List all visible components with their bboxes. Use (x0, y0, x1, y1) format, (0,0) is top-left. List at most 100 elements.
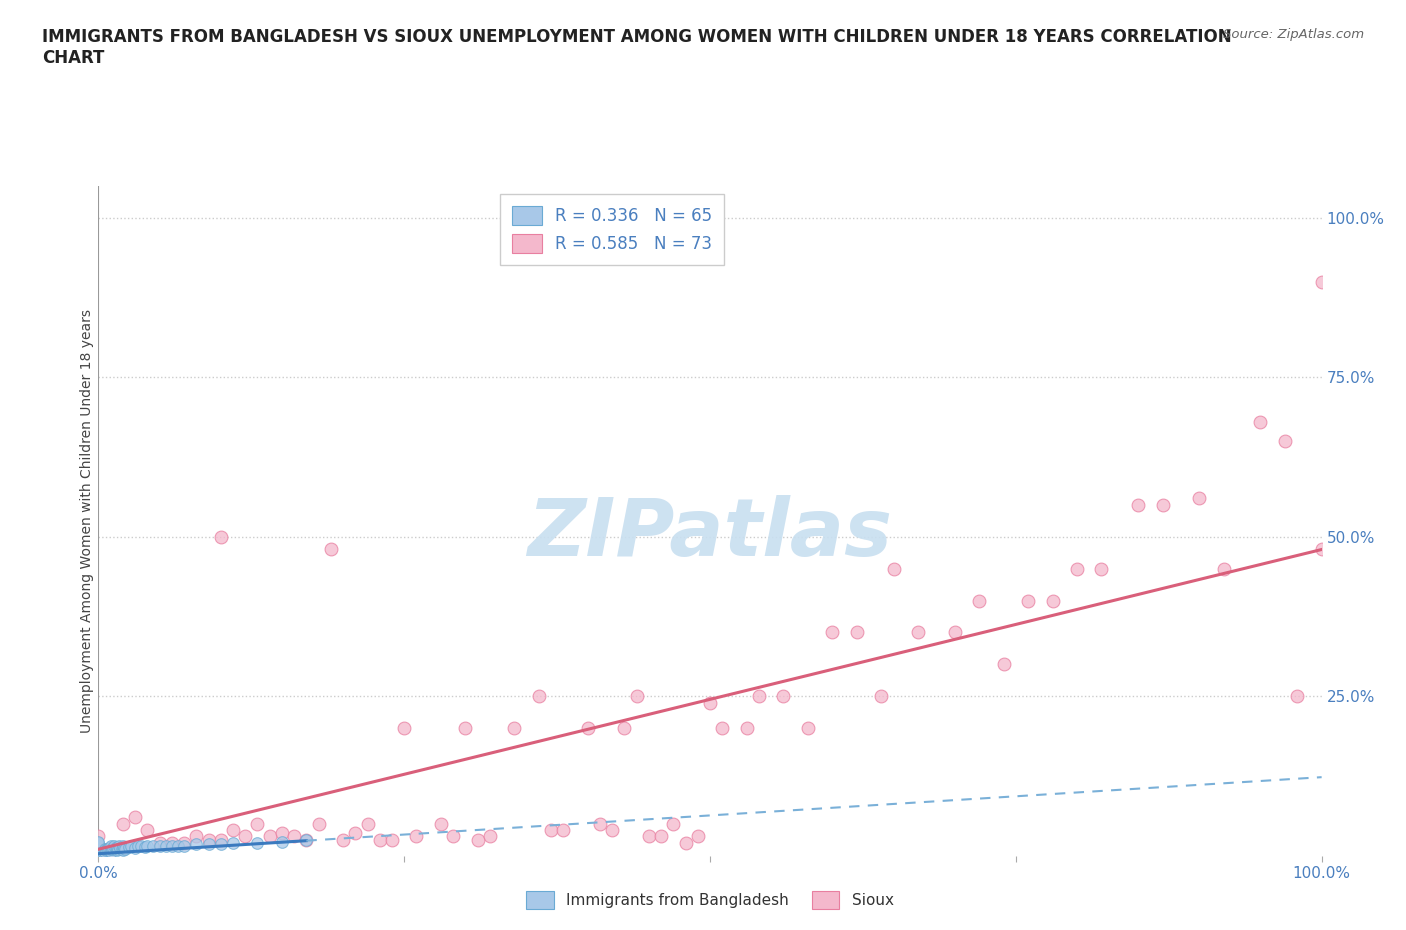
Point (94, 844, 117, 858)
Point (93, 845, 115, 860)
Legend: Immigrants from Bangladesh, Sioux: Immigrants from Bangladesh, Sioux (520, 885, 900, 915)
Point (1212, 561, 1234, 576)
Point (87, 841, 110, 856)
Point (821, 625, 844, 640)
Point (105, 844, 128, 858)
Point (149, 835, 172, 850)
Point (87, 848, 110, 863)
Point (87, 840, 110, 855)
Point (160, 835, 183, 850)
Point (108, 839, 131, 854)
Point (87, 842, 110, 857)
Text: IMMIGRANTS FROM BANGLADESH VS SIOUX UNEMPLOYMENT AMONG WOMEN WITH CHILDREN UNDER: IMMIGRANTS FROM BANGLADESH VS SIOUX UNEM… (42, 28, 1232, 67)
Point (87, 835, 110, 850)
Point (105, 840, 128, 855)
Point (845, 625, 868, 640)
Point (91, 848, 114, 863)
Point (101, 841, 124, 856)
Point (110, 841, 132, 856)
Point (259, 829, 281, 844)
Point (98, 841, 121, 856)
Point (613, 721, 636, 736)
Text: ZIPatlas: ZIPatlas (527, 495, 893, 573)
Point (368, 832, 391, 847)
Point (295, 832, 318, 847)
Point (1042, 593, 1064, 608)
Point (650, 829, 672, 844)
Point (246, 817, 269, 831)
Point (104, 841, 127, 856)
Point (100, 845, 122, 860)
Point (392, 721, 416, 736)
Point (600, 823, 623, 838)
Point (124, 841, 146, 856)
Point (1017, 593, 1039, 608)
Point (344, 826, 367, 841)
Point (87, 839, 110, 854)
Point (1188, 491, 1211, 506)
Point (149, 839, 172, 854)
Point (209, 529, 232, 544)
Point (87, 848, 110, 863)
Point (87, 829, 110, 844)
Point (142, 839, 165, 854)
Point (772, 689, 794, 704)
Point (907, 625, 929, 640)
Point (120, 839, 142, 854)
Point (186, 829, 208, 844)
Point (129, 839, 152, 854)
Point (295, 832, 318, 847)
Point (699, 695, 721, 710)
Point (222, 835, 245, 850)
Point (576, 721, 599, 736)
Point (160, 839, 183, 854)
Point (87, 845, 110, 860)
Point (356, 817, 378, 831)
Point (662, 817, 685, 831)
Point (114, 842, 136, 857)
Point (441, 829, 464, 844)
Point (100, 839, 122, 854)
Point (93, 842, 115, 857)
Point (233, 829, 256, 844)
Point (136, 839, 159, 854)
Point (87, 846, 110, 861)
Point (87, 837, 110, 852)
Point (967, 593, 990, 608)
Point (1066, 561, 1088, 576)
Point (993, 657, 1015, 671)
Point (167, 839, 190, 854)
Point (136, 823, 159, 838)
Point (100, 842, 122, 857)
Point (222, 823, 245, 838)
Point (675, 835, 697, 850)
Point (111, 839, 134, 854)
Point (626, 689, 648, 704)
Point (527, 689, 550, 704)
Point (173, 839, 195, 854)
Point (87, 848, 110, 863)
Point (209, 837, 232, 852)
Point (748, 689, 770, 704)
Point (209, 832, 232, 847)
Point (87, 844, 110, 858)
Point (91, 845, 114, 860)
Point (186, 837, 208, 852)
Point (124, 810, 146, 825)
Point (870, 689, 893, 704)
Point (197, 832, 219, 847)
Point (103, 839, 125, 854)
Point (270, 826, 294, 841)
Point (381, 832, 404, 847)
Point (478, 829, 501, 844)
Point (107, 842, 129, 857)
Point (319, 542, 342, 557)
Point (711, 721, 734, 736)
Point (118, 840, 141, 855)
Point (283, 829, 305, 844)
Point (1152, 498, 1174, 512)
Point (101, 842, 124, 857)
Point (97, 842, 120, 857)
Point (332, 832, 354, 847)
Point (883, 561, 905, 576)
